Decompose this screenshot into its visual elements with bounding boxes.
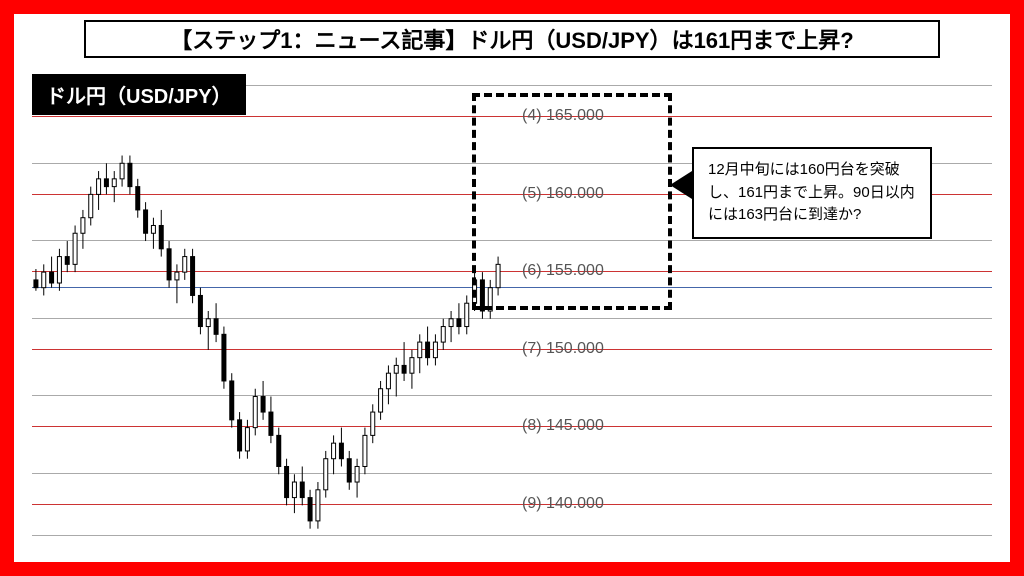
chart-area: (4) 165.000(5) 160.000(6) 155.000(7) 150… <box>32 70 992 552</box>
chart-pair-text: ドル円（USD/JPY） <box>46 86 232 108</box>
chart-wrapper: ドル円（USD/JPY） (4) 165.000(5) 160.000(6) 1… <box>32 70 992 552</box>
outer-frame: 【ステップ1：ニュース記事】ドル円（USD/JPY）は161円まで上昇? ドル円… <box>0 0 1024 576</box>
step-title-box: 【ステップ1：ニュース記事】ドル円（USD/JPY）は161円まで上昇? <box>84 20 940 58</box>
chart-pair-label: ドル円（USD/JPY） <box>32 74 246 115</box>
news-callout: 12月中旬には160円台を突破し、161円まで上昇。90日以内には163円台に到… <box>692 147 932 239</box>
callout-text: 12月中旬には160円台を突破し、161円まで上昇。90日以内には163円台に到… <box>708 161 915 223</box>
callout-arrow-icon <box>670 171 692 199</box>
forecast-dashed-box <box>472 93 672 310</box>
step-title-text: 【ステップ1：ニュース記事】ドル円（USD/JPY）は161円まで上昇? <box>170 23 853 55</box>
